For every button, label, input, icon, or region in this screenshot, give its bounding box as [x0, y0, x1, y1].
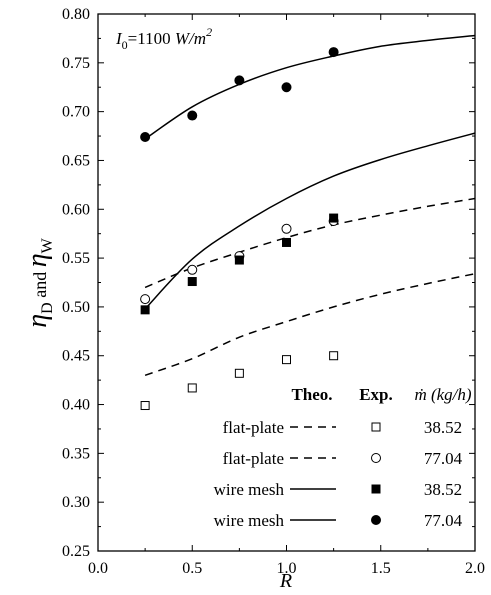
legend-flow-value: 77.04: [424, 449, 463, 468]
filled-square-marker: [329, 213, 339, 223]
open-circle-marker: [187, 264, 198, 275]
filled-square-marker: [187, 277, 197, 287]
y-tick-label: 0.80: [62, 6, 90, 23]
legend-marker-sample: [371, 515, 381, 525]
solid-theory-curve: [144, 34, 476, 140]
y-tick-label: 0.35: [62, 445, 90, 462]
filled-square-marker: [282, 237, 291, 247]
y-axis-title: ηD and ηW: [22, 237, 56, 327]
experimental-points: [140, 47, 339, 411]
legend-label: flat-plate: [223, 418, 284, 437]
y-tick-label: 0.60: [62, 201, 90, 218]
legend-label: wire mesh: [214, 511, 285, 530]
y-tick-label: 0.75: [62, 55, 90, 72]
filled-square-marker: [234, 255, 244, 265]
y-tick-label: 0.30: [62, 494, 90, 511]
x-tick-label: 0.5: [182, 560, 202, 577]
x-tick-label: 0.0: [88, 560, 108, 577]
open-square-marker: [187, 383, 197, 393]
filled-circle-marker: [187, 110, 198, 121]
plot-frame: [97, 13, 476, 552]
y-tick-label: 0.50: [62, 299, 90, 316]
theory-curves: [144, 34, 476, 377]
filled-circle-marker: [140, 132, 151, 143]
y-tick-label: 0.55: [62, 250, 90, 267]
filled-circle-marker: [328, 47, 339, 58]
legend-header-mdot: ṁ (kg/h): [414, 385, 471, 404]
x-tick-label: 1.0: [277, 560, 297, 577]
solid-theory-curve: [144, 132, 476, 310]
irradiance-annotation: I0=1100 W/m2: [115, 25, 212, 52]
filled-circle-marker: [281, 82, 292, 93]
open-circle-marker: [140, 294, 151, 305]
filled-circle-marker: [234, 75, 245, 86]
legend-header-theo: Theo.: [291, 385, 332, 404]
open-circle-marker: [281, 223, 292, 234]
dashed-theory-curve: [144, 197, 476, 289]
open-square-marker: [282, 355, 291, 365]
y-tick-label: 0.70: [62, 104, 90, 121]
legend-flow-value: 38.52: [424, 480, 462, 499]
y-tick-label: 0.65: [62, 152, 90, 169]
legend: Theo. Exp. ṁ (kg/h) flat-plate 38.52 flat-…: [214, 385, 472, 530]
legend-flow-value: 38.52: [424, 418, 462, 437]
legend-marker-sample: [371, 422, 381, 432]
legend-marker-sample: [371, 453, 381, 463]
legend-label: flat-plate: [223, 449, 284, 468]
filled-square-marker: [140, 305, 150, 315]
legend-label: wire mesh: [214, 480, 285, 499]
open-square-marker: [140, 401, 150, 411]
x-tick-label: 2.0: [465, 560, 485, 577]
axis-ticks: 0.0 0.5 1.0 1.5 2.0 0.25 0.30 0.35 0.40 0.45 0.50 0…: [62, 6, 485, 577]
open-square-marker: [329, 351, 339, 361]
y-tick-label: 0.25: [62, 543, 90, 560]
x-axis-title: R: [279, 570, 292, 592]
legend-flow-value: 77.04: [424, 511, 463, 530]
y-tick-label: 0.45: [62, 348, 90, 365]
y-tick-label: 0.40: [62, 397, 90, 414]
legend-header-exp: Exp.: [359, 385, 393, 404]
legend-marker-sample: [371, 484, 381, 494]
open-square-marker: [234, 368, 244, 378]
dashed-theory-curve: [144, 272, 476, 377]
x-tick-label: 1.5: [371, 560, 391, 577]
